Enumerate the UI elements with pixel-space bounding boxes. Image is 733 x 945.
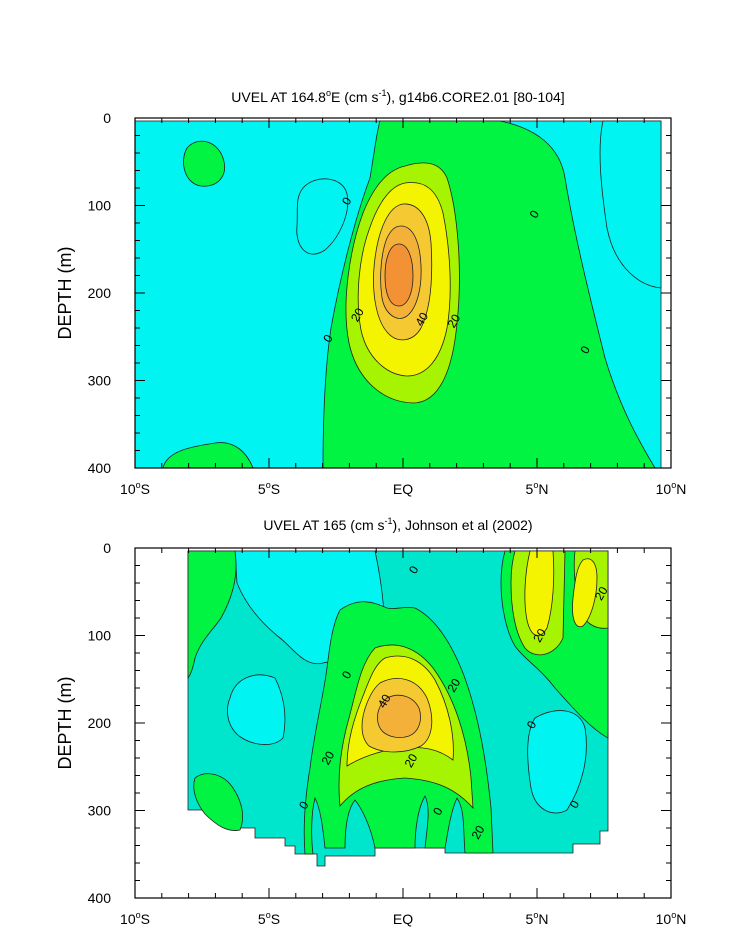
x-tick-hemisphere: N — [538, 481, 548, 497]
x-tick-number: 5 — [258, 481, 266, 497]
contour-label: 20 — [348, 305, 367, 324]
chart-title-top: UVEL AT 164.8oE (cm s-1), g14b6.CORE2.01… — [231, 88, 564, 105]
fill-neg-pocket-a — [296, 178, 349, 255]
y-tick-label: 0 — [103, 110, 111, 126]
y-tick-label: 200 — [88, 715, 112, 731]
contour-label: 40 — [375, 692, 394, 711]
fill-level-50 — [384, 243, 414, 307]
y-axis-label-top: DEPTH (m) — [55, 247, 75, 340]
x-tick-degree: o — [533, 480, 538, 490]
y-tick-label: 200 — [88, 285, 112, 301]
x-tick-label: EQ — [393, 481, 413, 497]
x-tick-degree: o — [136, 910, 141, 920]
x-tick-number: 5 — [258, 911, 266, 927]
y-tick-label: 400 — [88, 460, 112, 476]
fill-neg-southwest — [227, 674, 286, 745]
x-tick-number: 10 — [120, 481, 136, 497]
x-tick-number: EQ — [393, 911, 413, 927]
x-tick-degree: o — [533, 910, 538, 920]
title-part-a: UVEL AT 165 (cm s — [263, 517, 384, 533]
fill-neg-east — [527, 710, 587, 814]
x-tick-degree: o — [266, 480, 271, 490]
contour-label-text: 20 — [402, 751, 421, 770]
contour-label-text: 20 — [530, 626, 549, 645]
x-tick-number: 5 — [526, 481, 534, 497]
contour-label: 20 — [469, 823, 488, 842]
x-tick-number: 10 — [656, 481, 672, 497]
fill-level-0-blob-b — [162, 442, 254, 469]
contour-label: 20 — [319, 748, 338, 767]
y-tick-label: 100 — [88, 628, 112, 644]
fill-neg-pocket-b — [599, 120, 662, 289]
x-tick-hemisphere: S — [141, 481, 150, 497]
contour-label-text: 20 — [469, 823, 488, 842]
contour-label-text: 20 — [592, 584, 611, 603]
fill-level-20-ne — [524, 550, 555, 636]
x-tick-number: 10 — [120, 911, 136, 927]
axis-ticks — [134, 117, 672, 469]
contour-label-text: 20 — [445, 676, 464, 695]
y-tick-labels: 0 100 200 300 400 0 100 200 300 400 — [88, 110, 112, 906]
title-part-a: UVEL AT 164.8 — [231, 89, 326, 105]
chart-title-bottom: UVEL AT 165 (cm s-1), Johnson et al (200… — [263, 516, 532, 533]
contour-label-text: 20 — [319, 748, 338, 767]
x-tick-degree: o — [671, 910, 676, 920]
fill-level-0-blob-a — [183, 140, 225, 187]
contour-label: 20 — [445, 311, 464, 330]
y-tick-label: 0 — [103, 540, 111, 556]
x-tick-number: 5 — [526, 911, 534, 927]
fill-level-0-sw — [193, 773, 244, 831]
x-tick-label: 10oN — [656, 480, 687, 497]
x-tick-hemisphere: S — [271, 481, 280, 497]
x-tick-label: EQ — [393, 911, 413, 927]
x-tick-number: EQ — [393, 481, 413, 497]
axis-ticks — [134, 547, 672, 899]
x-tick-degree: o — [671, 480, 676, 490]
x-tick-hemisphere: N — [676, 481, 686, 497]
contour-fills — [187, 550, 609, 867]
title-sup: -1 — [385, 516, 393, 526]
contour-label: 40 — [412, 310, 431, 329]
contour-label-text: 40 — [375, 692, 394, 711]
title-part-c: ), g14b6.CORE2.01 [80-104] — [386, 89, 564, 105]
x-tick-hemisphere: N — [538, 911, 548, 927]
y-axis-label-bottom: DEPTH (m) — [55, 677, 75, 770]
fill-level-0-w — [187, 550, 237, 680]
x-tick-hemisphere: S — [271, 911, 280, 927]
title-degree: o — [326, 88, 331, 98]
x-tick-label: 10oS — [120, 910, 150, 927]
x-tick-number: 10 — [656, 911, 672, 927]
x-tick-label: 10oN — [656, 910, 687, 927]
contour-label: 20 — [402, 751, 421, 770]
x-tick-degree: o — [266, 910, 271, 920]
contour-label: 20 — [592, 584, 611, 603]
x-tick-hemisphere: S — [141, 911, 150, 927]
x-tick-label: 5oN — [526, 480, 549, 497]
y-tick-label: 300 — [88, 373, 112, 389]
contour-fills — [134, 120, 662, 469]
contour-label: 20 — [530, 626, 549, 645]
x-tick-label: 5oN — [526, 910, 549, 927]
fill-level-20-ne2 — [572, 558, 598, 628]
title-sup: -1 — [378, 88, 386, 98]
contour-label: 20 — [445, 676, 464, 695]
contour-label-text: 40 — [412, 310, 431, 329]
contour-label-text: 20 — [348, 305, 367, 324]
title-part-c: ), Johnson et al (2002) — [393, 517, 533, 533]
x-tick-degree: o — [136, 480, 141, 490]
y-tick-label: 400 — [88, 890, 112, 906]
x-tick-label: 5oS — [258, 910, 280, 927]
title-part-b: E (cm s — [331, 89, 378, 105]
x-tick-hemisphere: N — [676, 911, 686, 927]
contour-label-text: 20 — [445, 311, 464, 330]
y-tick-label: 300 — [88, 803, 112, 819]
x-tick-label: 5oS — [258, 480, 280, 497]
fill-level-40 — [377, 694, 421, 738]
x-tick-label: 10oS — [120, 480, 150, 497]
y-tick-label: 100 — [88, 198, 112, 214]
